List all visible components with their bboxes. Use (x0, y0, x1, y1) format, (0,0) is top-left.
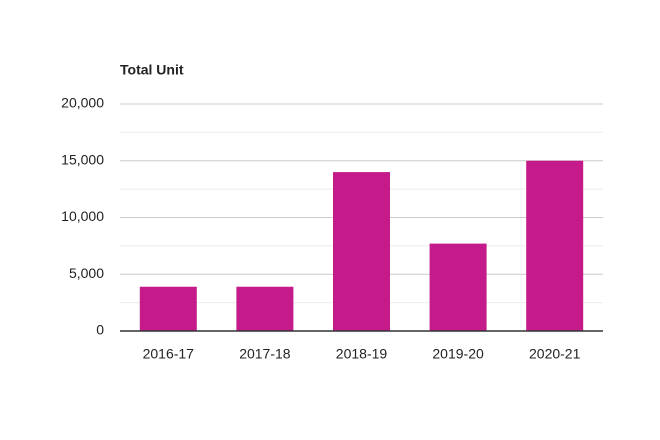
x-tick-label: 2017-18 (239, 346, 291, 362)
x-tick-label: 2019-20 (432, 346, 484, 362)
y-tick-label: 0 (96, 322, 104, 338)
chart-title: Total Unit (120, 62, 184, 78)
bar (526, 160, 584, 331)
y-tick-label: 5,000 (69, 265, 104, 281)
x-tick-label: 2020-21 (529, 346, 581, 362)
y-tick-label: 20,000 (61, 95, 104, 111)
bar (333, 172, 390, 331)
y-tick-label: 15,000 (61, 151, 104, 167)
x-tick-label: 2016-17 (143, 346, 195, 362)
bar (236, 286, 294, 331)
x-tick-label: 2018-19 (336, 346, 388, 362)
y-tick-label: 10,000 (61, 208, 104, 224)
bar (429, 243, 487, 331)
bar (139, 286, 197, 331)
